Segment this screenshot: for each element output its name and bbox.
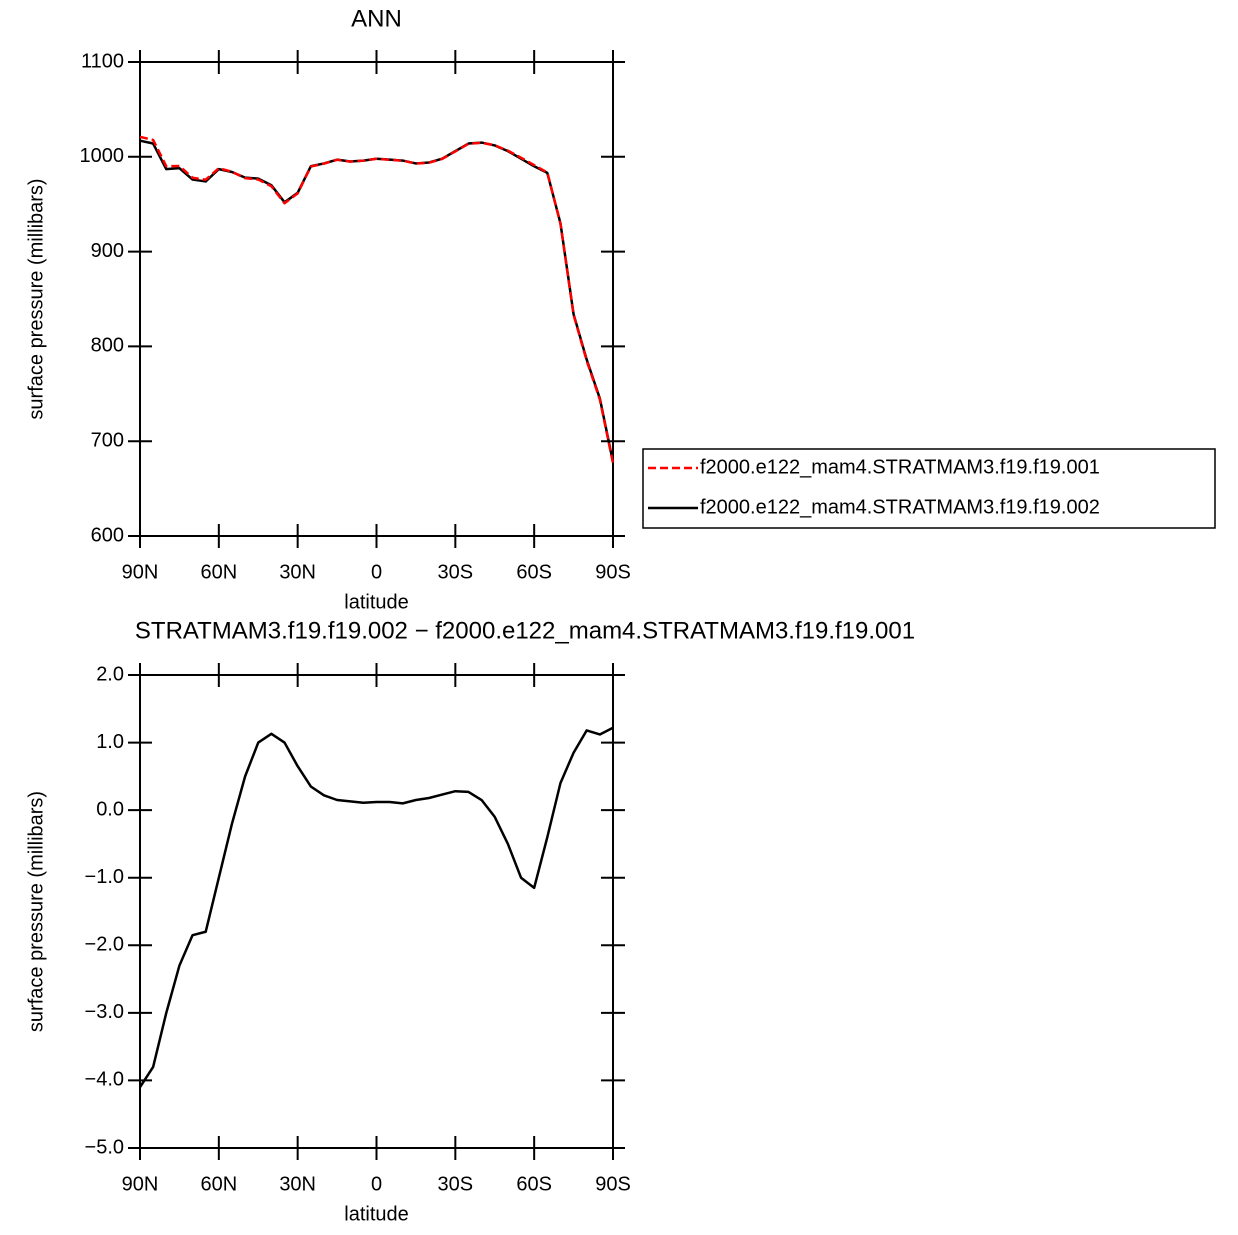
x-tick-label: 30S bbox=[438, 561, 474, 583]
y-tick-label: −2.0 bbox=[85, 934, 124, 956]
x-tick-label: 90S bbox=[595, 1173, 631, 1195]
data-line bbox=[139, 139, 615, 463]
x-tick-label: 0 bbox=[371, 1173, 382, 1195]
x-axis-label: latitude bbox=[344, 1203, 409, 1225]
y-tick-label: 2.0 bbox=[96, 663, 124, 685]
x-tick-label: 60N bbox=[200, 561, 237, 583]
plot-frame bbox=[139, 61, 614, 537]
y-tick-label: −4.0 bbox=[85, 1069, 124, 1091]
legend-label: f2000.e122_mam4.STRATMAM3.f19.f19.002 bbox=[700, 496, 1100, 518]
plot-frame bbox=[139, 674, 614, 1149]
x-tick-label: 0 bbox=[371, 561, 382, 583]
y-tick-label: −3.0 bbox=[85, 1001, 124, 1023]
x-tick-label: 60N bbox=[200, 1173, 237, 1195]
x-tick-label: 30N bbox=[279, 561, 316, 583]
x-tick-label: 90N bbox=[122, 1173, 159, 1195]
y-tick-label: 600 bbox=[91, 524, 124, 546]
y-tick-label: 900 bbox=[91, 240, 124, 262]
y-tick-label: 800 bbox=[91, 335, 124, 357]
y-tick-label: −1.0 bbox=[85, 866, 124, 888]
chart-title: ANN bbox=[351, 5, 402, 32]
legend-label: f2000.e122_mam4.STRATMAM3.f19.f19.001 bbox=[700, 456, 1100, 478]
y-tick-label: 700 bbox=[91, 429, 124, 451]
x-tick-label: 60S bbox=[516, 1173, 552, 1195]
y-tick-label: 1100 bbox=[81, 50, 124, 72]
x-tick-label: 90N bbox=[122, 561, 159, 583]
x-tick-label: 30N bbox=[279, 1173, 316, 1195]
y-axis-label: surface pressure (millibars) bbox=[25, 791, 47, 1032]
x-axis-label: latitude bbox=[344, 591, 409, 613]
data-line bbox=[139, 135, 615, 464]
y-tick-label: 1000 bbox=[80, 145, 125, 167]
x-tick-label: 90S bbox=[595, 561, 631, 583]
x-tick-label: 60S bbox=[516, 561, 552, 583]
chart-title: STRATMAM3.f19.f19.002 − f2000.e122_mam4.… bbox=[135, 617, 915, 644]
y-tick-label: −5.0 bbox=[85, 1136, 124, 1158]
legend-box bbox=[642, 448, 1216, 529]
y-tick-label: 0.0 bbox=[96, 798, 124, 820]
data-line bbox=[138, 726, 614, 1088]
y-axis-label: surface pressure (millibars) bbox=[25, 178, 47, 419]
x-tick-label: 30S bbox=[438, 1173, 474, 1195]
y-tick-label: 1.0 bbox=[96, 731, 124, 753]
